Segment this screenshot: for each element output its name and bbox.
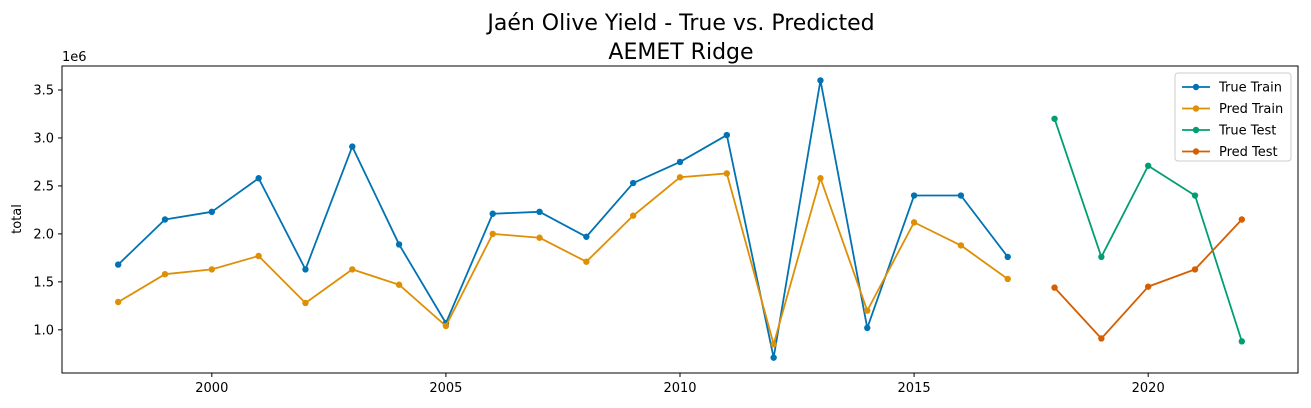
y-tick-label: 3.0 <box>33 131 54 146</box>
y-axis-label: total <box>10 204 25 234</box>
x-tick-label: 2000 <box>195 381 228 396</box>
series-pred-test <box>1051 216 1246 342</box>
plot-area: 2000 2005 2010 2015 2020 1.0 1.5 2.0 2.5 3.0 3.5 <box>33 65 1299 396</box>
legend-box <box>1174 72 1292 162</box>
x-tick-label: 2010 <box>663 381 696 396</box>
data-point <box>723 170 731 177</box>
data-point <box>1191 266 1199 273</box>
x-axis-ticks: 2000 2005 2010 2015 2020 <box>195 373 1165 396</box>
data-point <box>1004 253 1011 261</box>
data-point <box>489 230 496 238</box>
data-point <box>1051 284 1058 291</box>
legend-swatch-marker <box>1192 148 1200 155</box>
y-axis-ticks: 1.0 1.5 2.0 2.5 3.0 3.5 <box>33 83 62 338</box>
legend-items: True Train Pred Train True Test Pred Test <box>1182 81 1283 160</box>
data-point <box>957 242 965 249</box>
data-point <box>395 281 403 288</box>
data-point <box>1238 216 1246 223</box>
data-point <box>1004 275 1011 283</box>
data-point <box>770 341 777 348</box>
legend-item-pred-test: Pred Test <box>1182 145 1278 160</box>
data-point <box>723 131 731 139</box>
y-tick-label: 1.5 <box>33 275 54 290</box>
data-point <box>629 212 637 219</box>
data-point <box>536 208 543 216</box>
data-point <box>255 252 262 260</box>
legend-swatch-marker <box>1192 126 1200 134</box>
y-tick-label: 2.0 <box>33 227 54 242</box>
data-point <box>629 179 637 187</box>
series-line-true-train <box>117 79 1009 359</box>
data-point <box>1098 253 1105 261</box>
data-point <box>442 322 450 330</box>
data-point <box>1051 115 1058 122</box>
data-point <box>114 261 122 268</box>
data-point <box>1144 162 1152 169</box>
x-tick-label: 2020 <box>1132 381 1165 396</box>
data-point <box>161 216 169 223</box>
legend-swatch-marker <box>1192 83 1200 91</box>
data-point <box>676 174 684 181</box>
data-point <box>255 175 262 182</box>
data-point <box>910 192 918 199</box>
series-true-test <box>1051 115 1246 345</box>
chart-subtitle: AEMET Ridge <box>608 40 753 65</box>
data-point <box>208 266 216 273</box>
y-multiplier-label: 1e6 <box>62 50 87 65</box>
data-point <box>864 307 871 314</box>
data-point <box>395 241 403 248</box>
legend-item-true-train: True Train <box>1182 81 1282 96</box>
series-pred-train <box>114 170 1011 348</box>
y-tick-label: 2.5 <box>33 179 54 194</box>
data-point <box>349 143 356 150</box>
data-point <box>1238 338 1246 345</box>
data-point <box>302 266 309 273</box>
series-line-pred-train <box>117 172 1009 346</box>
legend-label: True Test <box>1218 124 1276 139</box>
legend-item-true-test: True Test <box>1182 124 1276 139</box>
data-point <box>583 258 590 265</box>
legend-label: Pred Test <box>1219 145 1278 160</box>
data-point <box>1098 335 1105 342</box>
legend-item-pred-train: Pred Train <box>1182 102 1283 117</box>
legend-label: True Train <box>1218 81 1282 96</box>
data-point <box>864 324 871 332</box>
series-line-pred-test <box>1053 218 1243 340</box>
series-layer <box>114 77 1246 361</box>
x-tick-label: 2005 <box>429 381 462 396</box>
data-point <box>910 219 918 226</box>
data-point <box>583 233 590 240</box>
legend-label: Pred Train <box>1219 102 1283 117</box>
legend: True Train Pred Train True Test Pred Test <box>1174 72 1292 162</box>
data-point <box>1144 283 1152 290</box>
data-point <box>957 192 965 199</box>
x-tick-label: 2015 <box>898 381 931 396</box>
data-point <box>817 77 824 84</box>
data-point <box>114 298 122 306</box>
data-point <box>161 270 169 278</box>
series-true-train <box>114 77 1011 361</box>
data-point <box>349 266 356 273</box>
data-point <box>489 210 496 217</box>
chart-title: Jaén Olive Yield - True vs. Predicted <box>485 11 874 36</box>
data-point <box>536 234 543 241</box>
data-point <box>1191 192 1199 199</box>
data-point <box>208 208 216 216</box>
data-point <box>770 354 777 361</box>
data-point <box>302 299 309 307</box>
data-point <box>676 158 684 166</box>
data-point <box>817 175 824 182</box>
legend-swatch-marker <box>1192 105 1200 112</box>
y-tick-label: 1.0 <box>33 323 54 338</box>
y-tick-label: 3.5 <box>33 83 54 98</box>
